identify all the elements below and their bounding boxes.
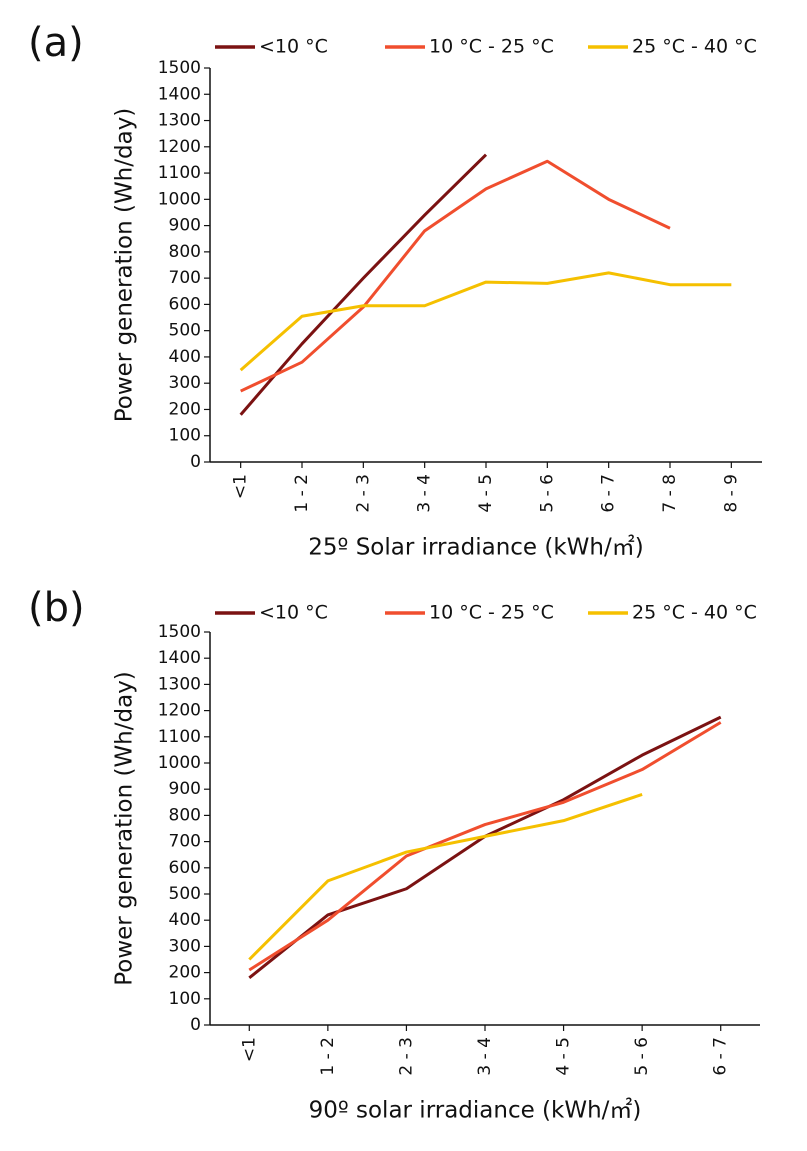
x-tick-label: 4 - 5 (554, 1037, 574, 1076)
x-tick-label: <1 (231, 474, 251, 499)
x-tick-label: 5 - 6 (537, 474, 557, 513)
y-tick-label: 500 (169, 321, 201, 341)
series-line (248, 793, 643, 961)
x-tick-label: 2 - 3 (396, 1037, 416, 1076)
legend-label: 10 °C - 25 °C (429, 602, 554, 624)
y-tick-label: 1400 (158, 84, 201, 104)
y-tick-label: 600 (169, 294, 201, 314)
y-tick-label: 800 (169, 805, 201, 825)
x-axis-title: 25º Solar irradiance (kWh/㎡) (308, 535, 643, 561)
y-tick-label: 1000 (158, 189, 201, 209)
x-tick-label: 3 - 4 (415, 474, 435, 513)
x-tick-label: 7 - 8 (660, 474, 680, 513)
series-line (239, 271, 732, 372)
x-tick-label: 6 - 7 (599, 474, 619, 513)
y-tick-label: 600 (169, 858, 201, 878)
y-tick-label: 1200 (158, 701, 201, 721)
y-tick-label: 1000 (158, 753, 201, 773)
x-tick-label: 3 - 4 (475, 1037, 495, 1076)
x-tick-label: 4 - 5 (476, 474, 496, 513)
y-tick-label: 900 (169, 779, 201, 799)
x-tick-label: <1 (239, 1037, 259, 1062)
legend-label: <10 °C (259, 36, 328, 58)
series-line (239, 153, 488, 416)
y-tick-label: 1200 (158, 137, 201, 157)
y-axis-title: Power generation (Wh/day) (112, 108, 138, 423)
panel-label: (a) (28, 20, 84, 66)
y-tick-label: 900 (169, 216, 201, 236)
x-tick-label: 5 - 6 (632, 1037, 652, 1076)
y-tick-label: 300 (169, 373, 201, 393)
series-line (248, 721, 722, 972)
y-tick-label: 500 (169, 884, 201, 904)
y-tick-label: 1400 (158, 648, 201, 668)
y-tick-label: 700 (169, 268, 201, 288)
y-tick-label: 1500 (158, 622, 201, 642)
y-tick-label: 1300 (158, 674, 201, 694)
y-tick-label: 400 (169, 347, 201, 367)
y-tick-label: 100 (169, 989, 201, 1009)
legend-label: 10 °C - 25 °C (429, 36, 554, 58)
x-tick-label: 1 - 2 (292, 474, 312, 513)
x-axis-title: 90º solar irradiance (kWh/㎡) (309, 1098, 642, 1124)
x-tick-label: 6 - 7 (711, 1037, 731, 1076)
y-tick-label: 0 (190, 452, 201, 472)
y-tick-label: 200 (169, 399, 201, 419)
y-tick-label: 400 (169, 910, 201, 930)
y-tick-label: 0 (190, 1015, 201, 1035)
series-line (240, 159, 671, 393)
y-tick-label: 1300 (158, 111, 201, 131)
y-tick-label: 1100 (158, 727, 201, 747)
legend-label: 25 °C - 40 °C (632, 602, 757, 624)
y-tick-label: 300 (169, 936, 201, 956)
y-tick-label: 1100 (158, 163, 201, 183)
panel-label: (b) (28, 585, 85, 631)
legend-label: <10 °C (259, 602, 328, 624)
x-tick-label: 1 - 2 (318, 1037, 338, 1076)
y-tick-label: 1500 (158, 58, 201, 78)
y-tick-label: 800 (169, 242, 201, 262)
y-tick-label: 100 (169, 426, 201, 446)
y-tick-label: 200 (169, 963, 201, 983)
x-tick-label: 2 - 3 (353, 474, 373, 513)
y-tick-label: 700 (169, 832, 201, 852)
legend-label: 25 °C - 40 °C (632, 36, 757, 58)
y-axis-title: Power generation (Wh/day) (112, 671, 138, 986)
x-tick-label: 8 - 9 (721, 474, 741, 513)
series-line (248, 715, 722, 980)
